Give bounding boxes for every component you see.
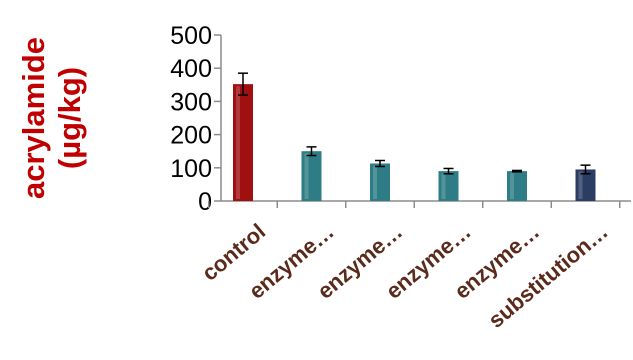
y-axis-label-line2: (µg/kg): [52, 67, 87, 169]
y-tick-label: 0: [198, 188, 212, 216]
plot-area: 0100200300400500controlenzyme…enzyme…enz…: [170, 22, 631, 333]
bar-highlight: [304, 153, 309, 199]
y-axis-label-line1: acrylamide: [16, 37, 51, 199]
x-tick-label: substitution…: [483, 219, 612, 333]
bar-highlight: [441, 173, 446, 199]
bar-highlight: [510, 173, 514, 199]
y-tick-label: 200: [170, 122, 212, 150]
bar-highlight: [578, 171, 583, 199]
bar: [507, 171, 527, 201]
bar-highlight: [373, 165, 377, 199]
bar: [301, 151, 322, 201]
bar: [233, 84, 253, 201]
y-tick-label: 500: [170, 22, 212, 50]
bar: [575, 169, 596, 201]
bar-highlight: [236, 86, 240, 199]
bar: [438, 171, 459, 201]
y-tick-label: 300: [170, 88, 212, 116]
bar: [370, 163, 390, 201]
y-tick-label: 100: [170, 155, 212, 183]
y-tick-label: 400: [170, 55, 212, 83]
